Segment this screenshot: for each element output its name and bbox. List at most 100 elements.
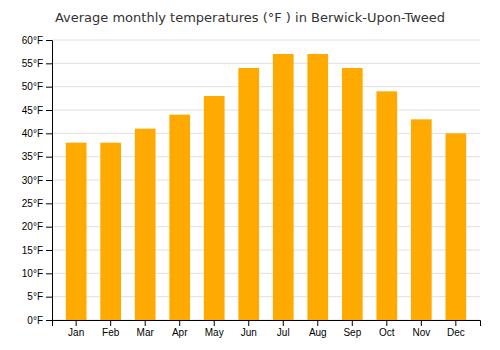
bar — [376, 91, 397, 320]
tick: Oct — [379, 320, 395, 338]
grid-line — [52, 40, 480, 41]
grid — [52, 40, 480, 320]
tick: Jun — [241, 320, 257, 338]
tick-label: 20°F — [22, 221, 43, 232]
tick: Sep — [343, 320, 361, 338]
tick: 15°F — [22, 245, 52, 256]
tick-label: Jan — [68, 327, 84, 338]
grid-line — [52, 110, 480, 111]
tick-mark — [46, 40, 52, 41]
tick-label: 35°F — [22, 151, 43, 162]
tick: Apr — [172, 320, 188, 338]
tick-mark — [46, 63, 52, 64]
tick: 5°F — [27, 291, 52, 302]
bars — [66, 54, 466, 320]
tick-label: Mar — [137, 327, 155, 338]
bar — [273, 54, 294, 320]
tick-mark — [46, 203, 52, 204]
axis-line — [46, 41, 53, 321]
tick: 10°F — [22, 268, 52, 279]
y-axis: 0°F 5°F 10°F 15°F 20°F 25°F 30°F 35°F 40°F 45°F 50… — [22, 35, 53, 326]
bar — [100, 143, 121, 320]
tick-mark — [421, 320, 422, 326]
tick: 60°F — [22, 35, 52, 46]
tick-label: Jul — [277, 327, 290, 338]
tick: 55°F — [22, 58, 52, 69]
tick-label: 0°F — [27, 315, 43, 326]
tick: 50°F — [22, 81, 52, 92]
tick-label: 45°F — [22, 105, 43, 116]
grid-line — [52, 86, 480, 87]
grid-line — [52, 63, 480, 64]
bar — [238, 68, 259, 320]
tick: 0°F — [27, 315, 52, 326]
tick-mark — [283, 320, 284, 326]
tick-label: 55°F — [22, 58, 43, 69]
tick: Nov — [412, 320, 430, 338]
tick-label: 40°F — [22, 128, 43, 139]
tick-mark — [76, 320, 77, 326]
bar — [411, 119, 432, 320]
tick-label: Jun — [241, 327, 257, 338]
chart: Average monthly temperatures (°F ) in Be… — [0, 0, 500, 350]
tick-label: May — [205, 327, 224, 338]
tick-mark — [455, 320, 456, 326]
tick-label: Nov — [412, 327, 430, 338]
tick-label: 25°F — [22, 198, 43, 209]
bar — [307, 54, 328, 320]
tick-mark — [179, 320, 180, 326]
tick-mark — [46, 110, 52, 111]
tick-mark — [248, 320, 249, 326]
tick-label: 50°F — [22, 81, 43, 92]
tick: Jan — [68, 320, 84, 338]
tick-mark — [46, 180, 52, 181]
tick: Feb — [102, 320, 120, 338]
bar — [445, 133, 466, 320]
tick-mark — [46, 157, 52, 158]
tick-mark — [46, 320, 52, 321]
tick: 20°F — [22, 221, 52, 232]
tick-mark — [46, 297, 52, 298]
tick: May — [205, 320, 224, 338]
tick: 30°F — [22, 175, 52, 186]
tick-label: Feb — [102, 327, 120, 338]
tick-mark — [110, 320, 111, 326]
tick-label: Sep — [343, 327, 361, 338]
bar — [169, 115, 190, 320]
tick: Aug — [309, 320, 327, 338]
tick: Mar — [137, 320, 155, 338]
tick: Dec — [447, 320, 465, 338]
bar — [204, 96, 225, 320]
bar — [135, 129, 156, 320]
plot: 0°F 5°F 10°F 15°F 20°F 25°F 30°F 35°F 40°F 45°F 50… — [22, 35, 481, 338]
tick-mark — [145, 320, 146, 326]
tick-label: Apr — [172, 327, 188, 338]
tick-mark — [46, 227, 52, 228]
bar — [342, 68, 363, 320]
tick-mark — [46, 87, 52, 88]
tick-mark — [317, 320, 318, 326]
axis-line — [53, 321, 481, 327]
tick-label: 10°F — [22, 268, 43, 279]
tick-label: Aug — [309, 327, 327, 338]
tick-label: 5°F — [27, 291, 43, 302]
tick: Jul — [277, 320, 290, 338]
tick-mark — [46, 133, 52, 134]
tick-mark — [214, 320, 215, 326]
tick-mark — [46, 250, 52, 251]
tick-mark — [352, 320, 353, 326]
tick: 45°F — [22, 105, 52, 116]
tick-mark — [386, 320, 387, 326]
bar — [66, 143, 87, 320]
tick-label: 60°F — [22, 35, 43, 46]
x-axis: Jan Feb Mar Apr May Jun Jul Aug Sep Oct Nov Dec — [53, 320, 481, 338]
tick: 25°F — [22, 198, 52, 209]
tick-mark — [46, 273, 52, 274]
tick: 40°F — [22, 128, 52, 139]
tick-label: 15°F — [22, 245, 43, 256]
tick-label: Dec — [447, 327, 465, 338]
tick-label: 30°F — [22, 175, 43, 186]
tick-label: Oct — [379, 327, 395, 338]
title: Average monthly temperatures (°F ) in Be… — [55, 10, 445, 25]
tick: 35°F — [22, 151, 52, 162]
